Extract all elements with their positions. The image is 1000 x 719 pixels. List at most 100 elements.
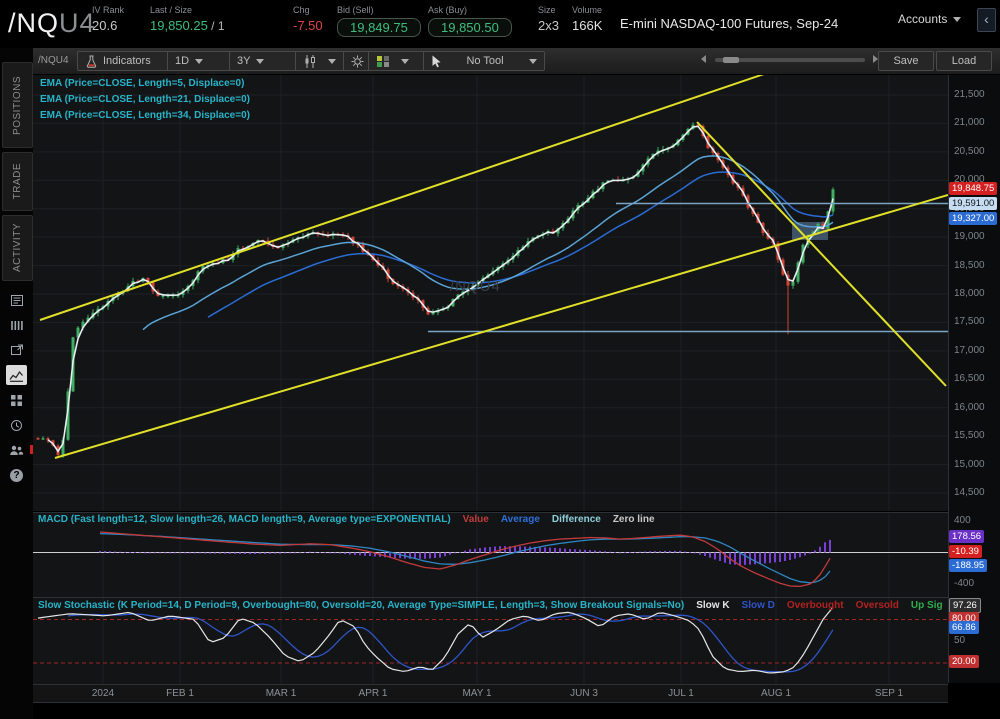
legend-item: Average (500, 514, 540, 525)
quote-field-size: Size 2x3 (538, 5, 559, 33)
community-icon (9, 444, 24, 457)
sidebar-news-icon[interactable] (6, 290, 27, 310)
zoom-slider[interactable] (693, 55, 883, 63)
quote-field-value: 19,850.50 (428, 18, 512, 37)
legend-item: Slow D (741, 600, 775, 611)
time-axis-label: MAR 1 (265, 688, 297, 699)
axis-price-bubble: -10.39 (949, 545, 982, 558)
axis-price-bubble: 19,327.00 (949, 212, 998, 225)
aggregation-dropdown[interactable]: 1D (167, 51, 237, 71)
symbol-contract: U4 (59, 8, 96, 38)
legend-item: Up Signal (910, 600, 943, 611)
quote-field-label: IV Rank (92, 5, 125, 15)
price-axis-label: 16,500 (954, 373, 985, 384)
price-axis-label: 18,500 (954, 260, 985, 271)
news-icon (10, 294, 24, 307)
macd-chart-canvas[interactable] (33, 512, 948, 597)
sidebar-chart-icon[interactable] (6, 365, 27, 385)
sidebar-community-icon[interactable] (6, 440, 27, 460)
price-axis-label: 15,000 (954, 459, 985, 470)
quote-bar: /NQU4 IV Rank 20.6 Last / Size 19,850.25 / … (0, 0, 1000, 47)
chevron-down-icon (953, 17, 962, 23)
macd-study-label: MACD (Fast length=12, Slow length=26, MA… (38, 514, 943, 525)
chevron-down-icon (256, 58, 265, 64)
quote-field-label: Chg (293, 5, 310, 15)
price-chart-canvas[interactable] (33, 75, 948, 511)
time-axis-label: FEB 1 (166, 688, 194, 699)
sidebar-watchlist-icon[interactable] (6, 315, 27, 335)
gear-icon (351, 55, 364, 68)
stoch-chart-canvas[interactable] (33, 597, 948, 684)
apps-grid-icon (10, 394, 23, 407)
sidebar-orders-icon[interactable] (6, 340, 27, 360)
range-dropdown-label: 3Y (237, 55, 251, 67)
sidebar-history-icon[interactable] (6, 415, 27, 435)
quote-field-value: 166K (572, 18, 603, 33)
price-axis-label: 18,000 (954, 288, 985, 299)
accounts-dropdown[interactable]: Accounts (898, 12, 962, 26)
price-axis[interactable]: 21,50021,00020,50020,00019,50019,00018,5… (948, 75, 1000, 683)
indicators-button[interactable]: Indicators (77, 51, 173, 71)
slider-right-arrow-icon[interactable] (873, 55, 878, 63)
legend-item: Difference (551, 514, 601, 525)
candle-chart-icon (303, 54, 317, 68)
quote-field-label: Volume (572, 5, 603, 15)
ema-label: EMA (Price=CLOSE, Length=5, Displace=0) (40, 78, 245, 89)
save-button[interactable]: Save (878, 51, 934, 71)
sidebar-help-icon[interactable]: ? (6, 465, 27, 485)
slider-left-arrow-icon[interactable] (701, 55, 706, 63)
drawing-tool-dropdown-label: No Tool (466, 55, 504, 67)
legend-item: Oversold (855, 600, 899, 611)
sidebar-tab-trade[interactable]: TRADE (2, 152, 33, 211)
price-axis-label: 19,000 (954, 231, 985, 242)
quote-field-value: 2x3 (538, 18, 559, 33)
notification-badge (30, 445, 33, 454)
time-axis[interactable]: 2024 FEB 1 MAR 1 APR 1 MAY 1 JUN 3 JUL 1 AUG 1 S… (33, 684, 948, 703)
axis-price-bubble: 19,591.00 (949, 197, 998, 210)
load-button[interactable]: Load (936, 51, 992, 71)
quote-field-ask: Ask (Buy) 19,850.50 (428, 5, 512, 37)
chart-toolbar: /NQU4 Indicators 1D 3Y No Tool Save Load (33, 48, 1000, 75)
price-axis-label: 21,000 (954, 117, 985, 128)
symbol-title: /NQU4 (8, 8, 96, 39)
price-axis-label: 14,500 (954, 487, 985, 498)
legend-item: Slow K (696, 600, 730, 611)
quote-field-suffix: / 1 (207, 19, 225, 33)
orders-icon (10, 344, 24, 357)
price-axis-label: 20,000 (954, 174, 985, 185)
collapse-panel-button[interactable]: ‹ (977, 8, 996, 32)
aggregation-dropdown-label: 1D (175, 55, 190, 67)
quote-field-label: Bid (Sell) (337, 5, 374, 15)
quote-field-value: -7.50 (293, 18, 323, 33)
quote-field-label: Last / Size (150, 5, 193, 15)
stoch-axis-label: 50 (954, 635, 966, 646)
ema-study-labels: EMA (Price=CLOSE, Length=5, Displace=0) E… (40, 76, 250, 124)
chart-watermark: /NQU4 (450, 278, 501, 295)
chevron-down-icon (328, 58, 336, 64)
axis-price-bubble: -188.95 (949, 559, 988, 572)
sidebar-tab-activity[interactable]: ACTIVITY (2, 215, 33, 281)
layout-grid-icon (376, 55, 390, 68)
slider-handle[interactable] (723, 57, 739, 63)
quote-field-iv-rank: IV Rank 20.6 (92, 5, 124, 33)
ema-label: EMA (Price=CLOSE, Length=21, Displace=0) (40, 94, 250, 105)
range-dropdown[interactable]: 3Y (229, 51, 297, 71)
sidebar-apps-grid-icon[interactable] (6, 390, 27, 410)
axis-price-bubble: 19,848.75 (949, 182, 998, 195)
help-icon: ? (10, 468, 23, 482)
flask-icon (85, 55, 98, 68)
quote-field-value: 19,849.75 (337, 18, 421, 37)
quote-field-last-size: Last / Size 19,850.25 / 1 (150, 5, 225, 33)
drawing-tool-dropdown[interactable]: No Tool (423, 51, 545, 71)
quote-field-value: 19,850.25 / 1 (150, 18, 225, 33)
sidebar-tab-positions[interactable]: POSITIONS (2, 62, 33, 148)
slider-track[interactable] (715, 58, 865, 62)
layout-dropdown[interactable] (368, 51, 426, 71)
legend-item: Value (462, 514, 489, 525)
cursor-icon (431, 55, 442, 68)
price-axis-label: 15,500 (954, 430, 985, 441)
price-axis-label: 16,000 (954, 402, 985, 413)
legend-item: Overbought (786, 600, 844, 611)
contract-description: E-mini NASDAQ-100 Futures, Sep-24 (620, 16, 839, 31)
